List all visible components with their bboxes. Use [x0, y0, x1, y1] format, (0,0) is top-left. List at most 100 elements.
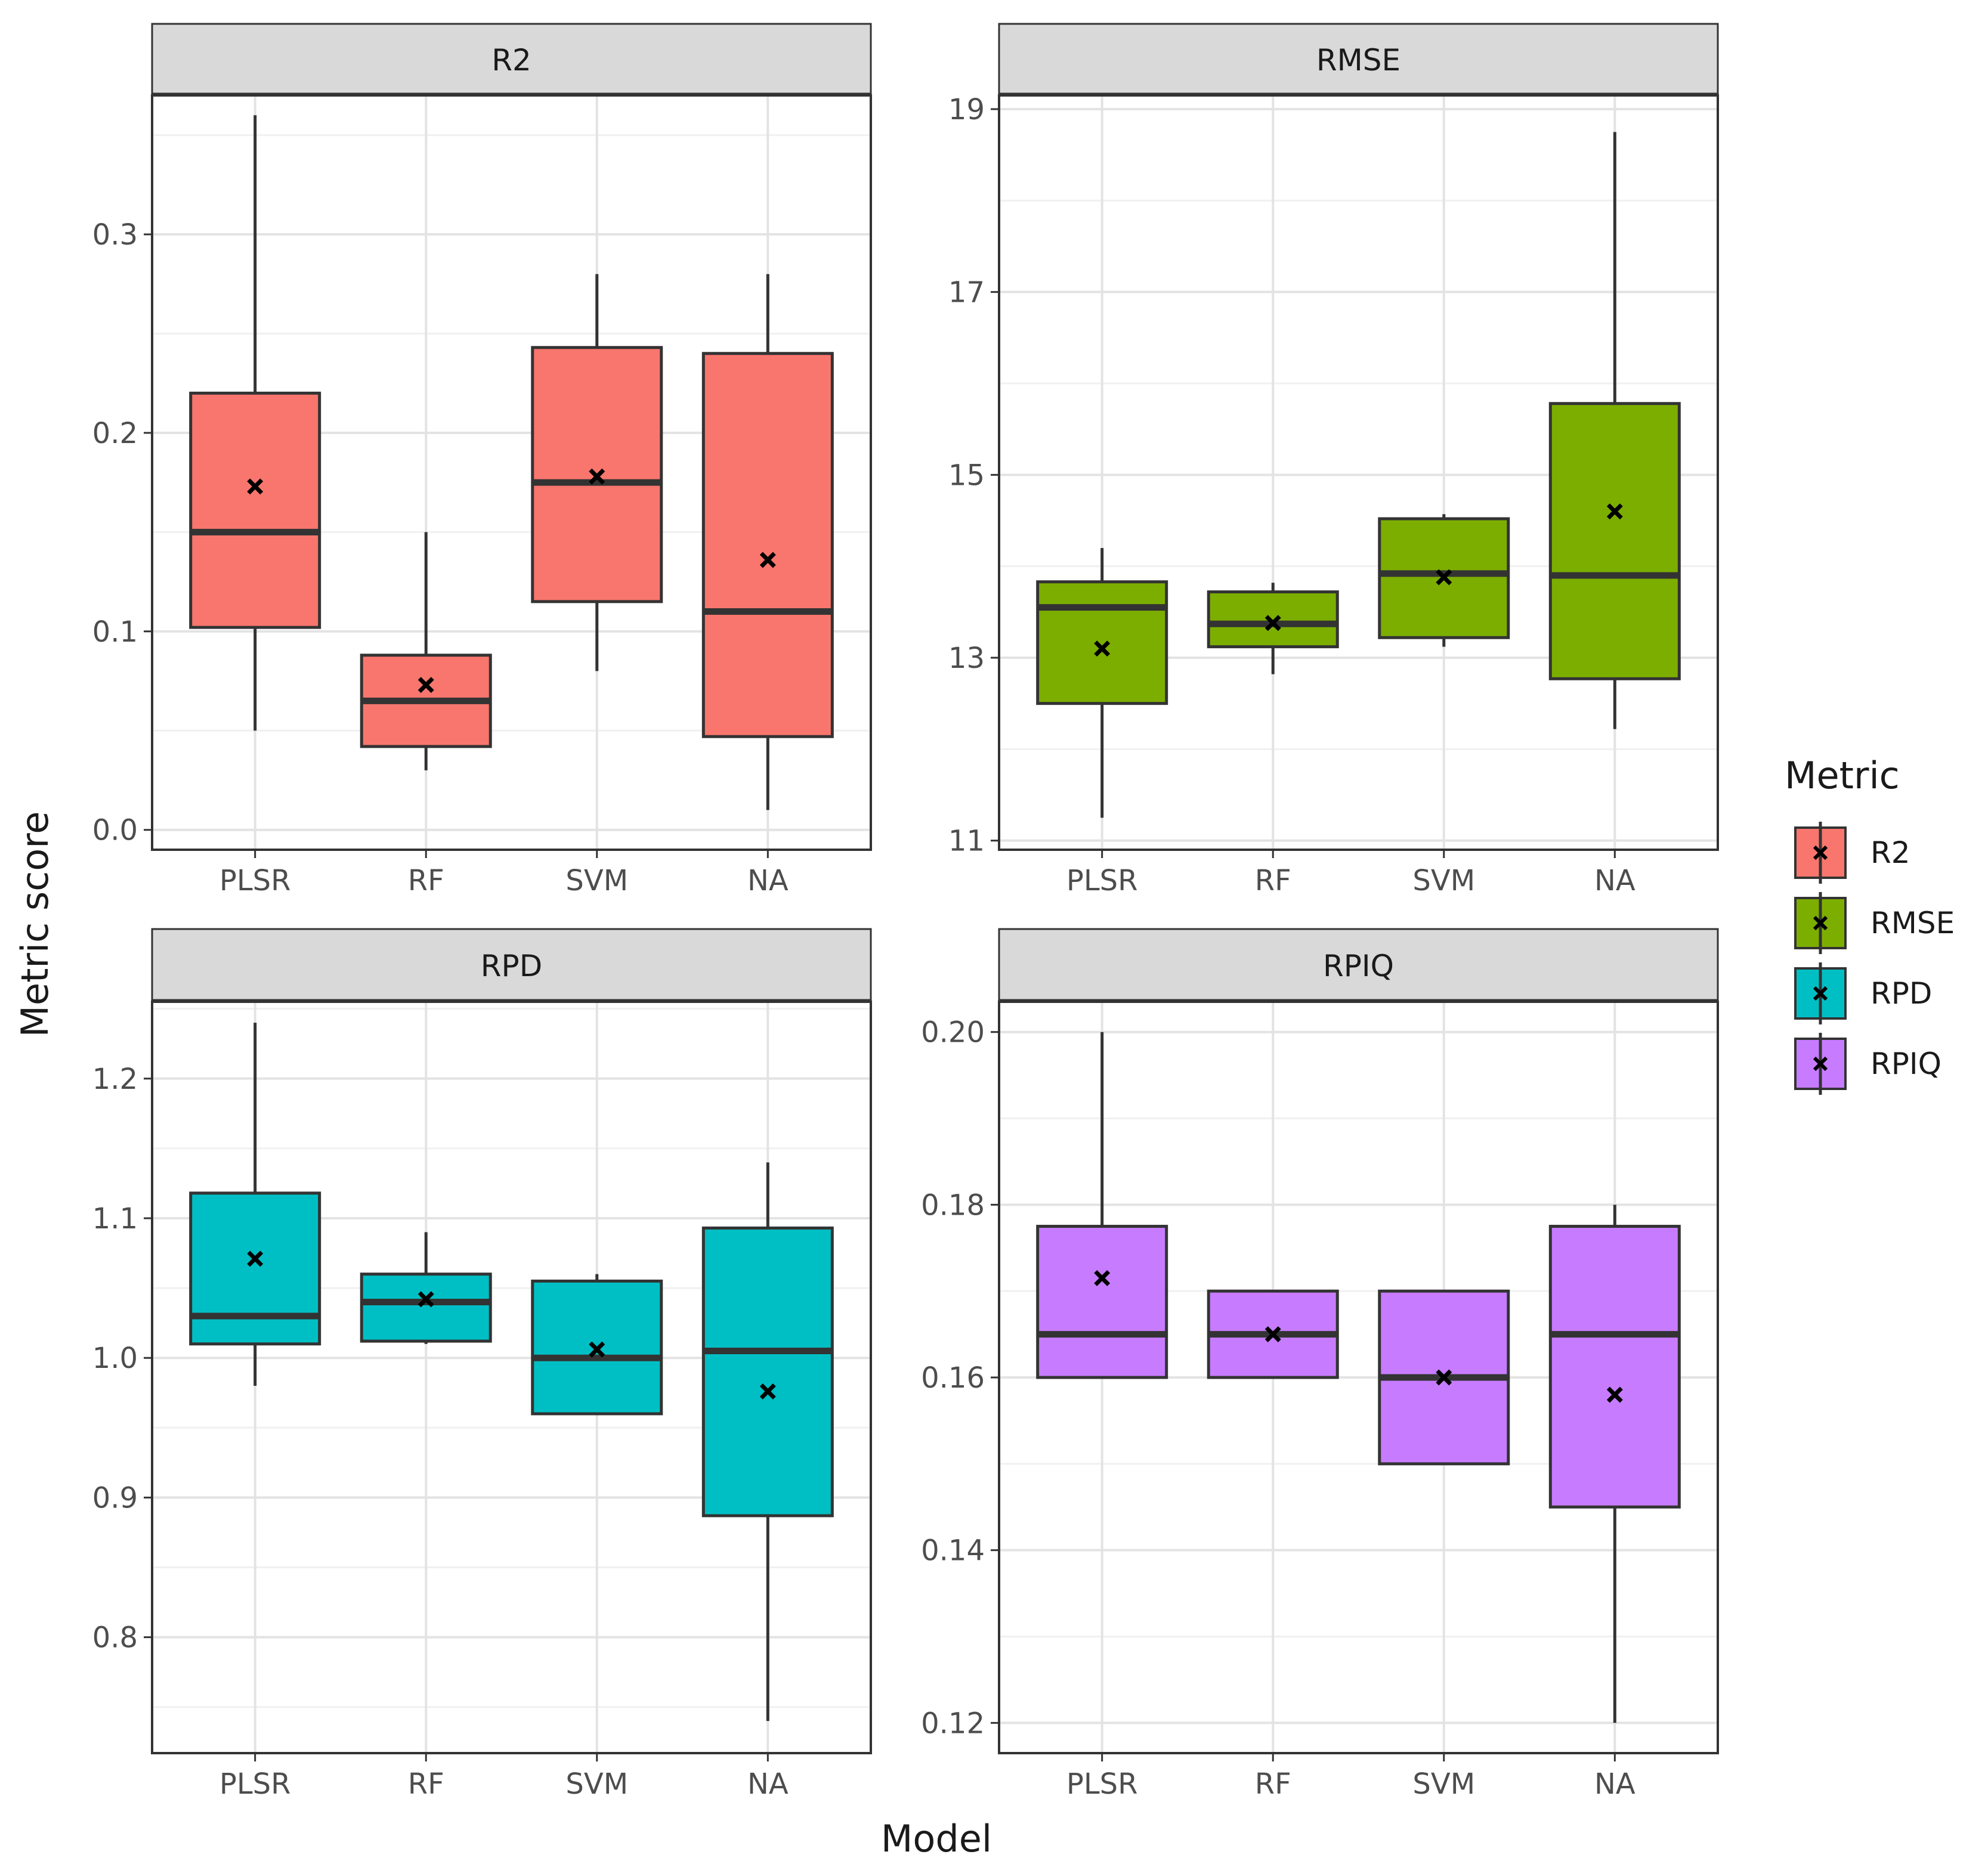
legend-key-mean [1813, 915, 1828, 931]
y-tick-label: 0.0 [92, 814, 138, 847]
mean-marker-stroke [1264, 1326, 1281, 1343]
mean-marker [589, 468, 605, 485]
x-tick-label: SVM [1412, 864, 1475, 897]
box-rmse-rf [1207, 583, 1339, 674]
x-tick-label: PLSR [1066, 1767, 1138, 1801]
panel-border [998, 1001, 1719, 1754]
panel-title: RPIQ [1323, 949, 1394, 983]
mean-marker [1436, 569, 1452, 586]
mean-marker [759, 552, 776, 568]
x-tick-label: NA [747, 1767, 789, 1801]
mean-marker-stroke [589, 468, 605, 485]
mean-marker-stroke [1264, 615, 1281, 631]
panel-border [151, 94, 872, 851]
y-tick-label: 11 [948, 825, 985, 858]
legend-key-mean [1813, 1056, 1828, 1072]
strip-header-r2 [151, 23, 872, 97]
mean-marker-stroke [759, 552, 776, 568]
legend-label-r2: R2 [1870, 835, 1910, 870]
legend-item-rpd: RPD [1794, 962, 1932, 1024]
y-tick-label: 0.9 [92, 1481, 138, 1515]
mean-marker [1264, 1326, 1281, 1343]
mean-marker-stroke [759, 1383, 776, 1400]
x-tick-label: RF [408, 1767, 444, 1801]
y-tick-label: 0.1 [92, 615, 138, 649]
x-tick-label: PLSR [1066, 864, 1138, 897]
mean-marker-stroke [1606, 503, 1623, 520]
mean-marker [1264, 615, 1281, 631]
y-tick-label: 15 [948, 459, 985, 492]
x-tick-label: RF [408, 864, 444, 897]
x-tick-label: NA [1594, 1767, 1635, 1801]
box-rpd-na [701, 1162, 834, 1722]
box-rpd-plsr [189, 1023, 321, 1386]
legend-item-rmse: RMSE [1794, 892, 1955, 954]
mean-marker-stroke [418, 1291, 434, 1308]
mean-marker-stroke [1436, 569, 1452, 586]
iqr-box [1548, 1225, 1681, 1509]
y-tick-label: 0.20 [921, 1016, 985, 1049]
y-tick-label: 0.3 [92, 218, 138, 252]
y-tick-label: 0.2 [92, 417, 138, 450]
iqr-box [1036, 580, 1168, 705]
strip-header-rmse [998, 23, 1719, 97]
x-tick-label: PLSR [219, 864, 291, 897]
mean-marker [1094, 640, 1111, 657]
iqr-box [1036, 1225, 1168, 1379]
box-r2-svm [531, 274, 663, 671]
mean-marker [418, 1291, 434, 1308]
mean-marker-stroke [1606, 1386, 1623, 1403]
box-rpiq-plsr [1036, 1032, 1168, 1379]
strip-header-rpd [151, 928, 872, 1003]
box-rpd-rf [360, 1232, 492, 1344]
mean-marker [1436, 1369, 1452, 1386]
y-tick-label: 0.18 [921, 1188, 985, 1222]
facet-panels: R2 0.0 0.1 0.2 0.3 PLSR RF SVM NA RMSE 11 13 15 17 19 P… [92, 23, 1719, 1801]
mean-marker-stroke [1436, 1369, 1452, 1386]
legend-key-mean [1813, 845, 1828, 860]
mean-marker [1606, 503, 1623, 520]
box-r2-plsr [189, 115, 321, 731]
iqr-box [360, 1273, 492, 1343]
x-axis-title: Model [881, 1817, 992, 1860]
legend: Metric R2 RMSE RPD RPIQ [1785, 754, 1955, 1095]
panel-title: R2 [491, 43, 531, 78]
panel-rpiq: RPIQ 0.12 0.14 0.16 0.18 0.20 PLSR RF SVM NA [921, 928, 1719, 1801]
mean-marker [759, 1383, 776, 1400]
y-tick-label: 0.8 [92, 1621, 138, 1655]
y-tick-label: 17 [948, 276, 985, 309]
box-rmse-svm [1378, 514, 1510, 647]
iqr-box [189, 1191, 321, 1346]
iqr-box [701, 1226, 834, 1518]
y-tick-label: 0.16 [921, 1361, 985, 1395]
box-rpd-svm [531, 1274, 663, 1416]
mean-marker-stroke [247, 478, 264, 495]
mean-marker-stroke [247, 1250, 264, 1267]
panel-border [998, 94, 1719, 851]
box-rpiq-rf [1207, 1289, 1339, 1379]
iqr-box [1548, 402, 1681, 680]
x-tick-label: RF [1255, 864, 1291, 897]
y-tick-label: 19 [948, 93, 985, 126]
mean-marker-stroke [418, 677, 434, 693]
iqr-box [1207, 590, 1339, 649]
mean-marker [1606, 1386, 1623, 1403]
panel-title: RMSE [1316, 43, 1400, 78]
legend-title: Metric [1785, 754, 1900, 797]
x-tick-label: PLSR [219, 1767, 291, 1801]
x-tick-label: RF [1255, 1767, 1291, 1801]
mean-marker-stroke [1094, 1270, 1111, 1286]
iqr-box [701, 352, 834, 738]
mean-marker [418, 677, 434, 693]
panel-border [151, 1001, 872, 1754]
y-tick-label: 13 [948, 642, 985, 675]
x-tick-label: SVM [565, 864, 628, 897]
mean-marker [1094, 1270, 1111, 1286]
box-r2-na [701, 274, 834, 810]
panel-rmse: RMSE 11 13 15 17 19 PLSR RF SVM NA [948, 23, 1719, 897]
mean-marker-stroke [1094, 640, 1111, 657]
y-tick-label: 1.1 [92, 1202, 138, 1236]
mean-marker [247, 1250, 264, 1267]
mean-marker [589, 1341, 605, 1358]
mean-marker-stroke [589, 1341, 605, 1358]
